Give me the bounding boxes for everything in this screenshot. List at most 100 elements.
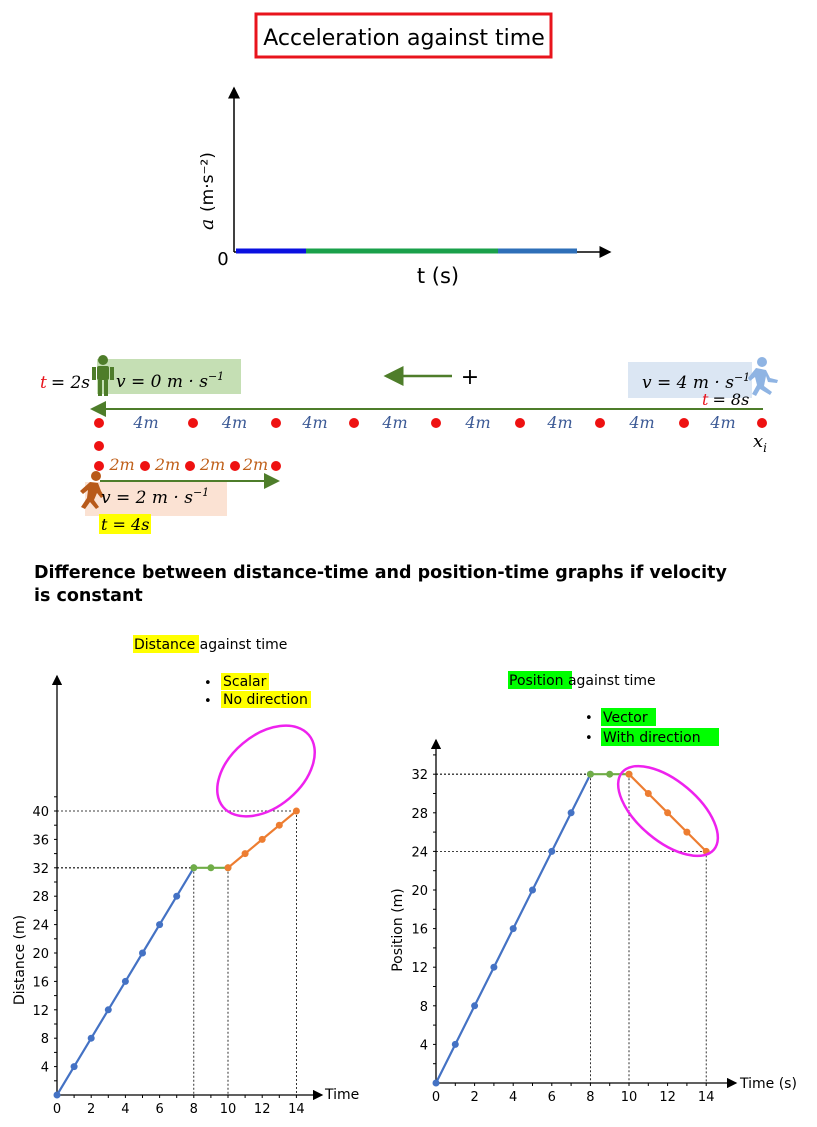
distance-title-highlight bbox=[133, 635, 199, 653]
x-tick-label: 6 bbox=[548, 1090, 556, 1105]
svg-text:(m·s⁻²): (m·s⁻²) bbox=[198, 152, 218, 212]
data-point bbox=[173, 892, 181, 900]
t4-label: t = 4s bbox=[101, 515, 149, 534]
y-tick-label: 32 bbox=[411, 768, 428, 783]
x-tick-label: 2 bbox=[87, 1102, 95, 1117]
y-tick-label: 24 bbox=[411, 845, 428, 860]
position-x-label: Time (s) bbox=[739, 1076, 797, 1092]
x-tick-label: 6 bbox=[155, 1102, 163, 1117]
y-tick-label: 12 bbox=[32, 1004, 49, 1019]
scalar-highlight bbox=[221, 673, 269, 690]
bullet-vector: Vector bbox=[603, 710, 648, 726]
y-tick-label: 4 bbox=[420, 1038, 428, 1053]
data-point bbox=[683, 828, 691, 836]
data-point bbox=[664, 809, 672, 817]
data-point bbox=[224, 864, 232, 872]
x-tick-label: 2 bbox=[470, 1090, 478, 1105]
data-point bbox=[625, 770, 633, 778]
acc-origin-label: 0 bbox=[217, 249, 228, 270]
y-tick-label: 20 bbox=[411, 884, 428, 899]
position-dot bbox=[431, 418, 441, 428]
data-point bbox=[471, 1002, 479, 1010]
t2-label: t = 2s bbox=[40, 373, 90, 393]
acc-x-label: t (s) bbox=[417, 264, 459, 288]
gap-label-4m: 4m bbox=[709, 413, 735, 432]
gap-labels-4m: 4m 4m 4m 4m 4m 4m 4m 4m bbox=[132, 413, 735, 432]
data-point bbox=[121, 977, 129, 985]
data-point bbox=[451, 1040, 459, 1048]
xi-label: xi bbox=[753, 431, 767, 455]
gap-label-2m: 2m bbox=[108, 455, 134, 474]
position-dot bbox=[349, 418, 359, 428]
x-tick-label: 4 bbox=[121, 1102, 129, 1117]
section-heading: Difference between distance-time and pos… bbox=[34, 563, 733, 606]
data-point bbox=[258, 835, 266, 843]
position-dot bbox=[94, 461, 104, 471]
x-tick-label: 4 bbox=[509, 1090, 517, 1105]
y-tick-label: 28 bbox=[32, 890, 49, 905]
gap-label-2m: 2m bbox=[242, 455, 268, 474]
position-dot bbox=[515, 418, 525, 428]
y-tick-label: 8 bbox=[420, 1000, 428, 1015]
gap-labels-2m: 2m 2m 2m 2m bbox=[108, 455, 268, 474]
running-person-icon bbox=[748, 357, 778, 396]
gap-label-4m: 4m bbox=[132, 413, 158, 432]
data-point bbox=[509, 925, 517, 933]
x-tick-label: 12 bbox=[659, 1090, 676, 1105]
with-direction-highlight bbox=[601, 728, 719, 746]
position-dot bbox=[679, 418, 689, 428]
y-tick-label: 20 bbox=[32, 947, 49, 962]
acc-title: Acceleration against time bbox=[263, 26, 544, 51]
x-tick-label: 12 bbox=[254, 1102, 271, 1117]
stationary-box bbox=[97, 359, 241, 394]
y-tick-label: 40 bbox=[32, 805, 49, 820]
highlight-ellipse bbox=[616, 764, 720, 858]
svg-text:•: • bbox=[204, 676, 212, 691]
distance-y-label: Distance (m) bbox=[12, 915, 28, 1005]
position-y-label: Position (m) bbox=[390, 888, 406, 972]
gap-label-4m: 4m bbox=[381, 413, 407, 432]
y-tick-label: 32 bbox=[32, 862, 49, 877]
gap-label-2m: 2m bbox=[154, 455, 180, 474]
distance-x-label: Time bbox=[324, 1087, 359, 1103]
y-tick-label: 24 bbox=[32, 919, 49, 934]
svg-text:a: a bbox=[196, 219, 218, 230]
highlight-ellipse bbox=[216, 724, 316, 818]
position-dot bbox=[94, 441, 104, 451]
position-dot bbox=[271, 461, 281, 471]
gap-label-4m: 4m bbox=[464, 413, 490, 432]
v2-label: v = 2 m · s−1 bbox=[101, 486, 209, 508]
data-point bbox=[644, 790, 652, 797]
data-point bbox=[87, 1034, 95, 1042]
svg-text:•: • bbox=[585, 731, 593, 746]
x-tick-label: 0 bbox=[432, 1090, 440, 1105]
gap-label-4m: 4m bbox=[221, 413, 247, 432]
data-point bbox=[586, 770, 594, 778]
y-tick-label: 8 bbox=[41, 1032, 49, 1047]
data-point bbox=[53, 1091, 61, 1099]
svg-text:•: • bbox=[204, 694, 212, 709]
x-tick-label: 0 bbox=[53, 1102, 61, 1117]
y-tick-label: 12 bbox=[411, 961, 428, 976]
gap-label-2m: 2m bbox=[199, 455, 225, 474]
distance-title: Distance against time bbox=[134, 637, 287, 653]
x-tick-label: 14 bbox=[288, 1102, 305, 1117]
svg-text:•: • bbox=[585, 711, 593, 726]
t8-label: t = 8s bbox=[702, 390, 749, 409]
distance-chart: Distance against time • Scalar • No dire… bbox=[12, 635, 359, 1117]
plus-sign: + bbox=[461, 365, 479, 390]
y-tick-label: 28 bbox=[411, 807, 428, 822]
position-dot bbox=[185, 461, 195, 471]
vector-highlight bbox=[601, 708, 656, 726]
gap-label-4m: 4m bbox=[301, 413, 327, 432]
no-direction-highlight bbox=[221, 691, 311, 708]
bullet-scalar: Scalar bbox=[223, 674, 267, 690]
y-tick-label: 16 bbox=[411, 923, 428, 938]
y-tick-label: 16 bbox=[32, 975, 49, 990]
x-tick-label: 10 bbox=[621, 1090, 638, 1105]
position-dots-4m bbox=[94, 418, 767, 428]
y-tick-label: 36 bbox=[32, 833, 49, 848]
data-point bbox=[490, 963, 498, 971]
position-dot bbox=[94, 418, 104, 428]
